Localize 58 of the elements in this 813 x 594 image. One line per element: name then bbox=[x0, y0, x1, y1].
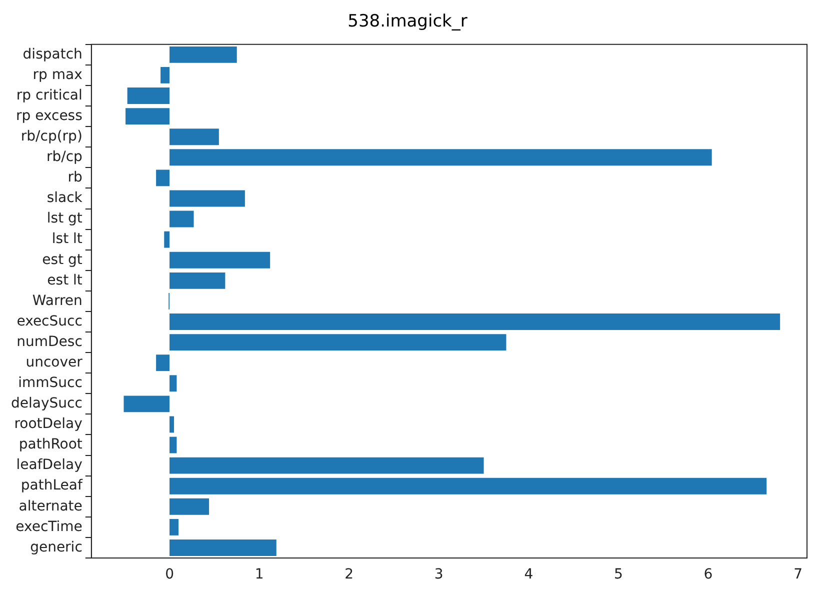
bar bbox=[170, 210, 194, 228]
x-tick-label: 7 bbox=[794, 566, 802, 583]
bar bbox=[156, 354, 170, 372]
y-tick-label: execTime bbox=[16, 518, 82, 535]
y-tick-label: rp max bbox=[32, 66, 82, 83]
bar bbox=[124, 396, 170, 412]
bar bbox=[170, 375, 177, 392]
x-tick-label: 6 bbox=[704, 566, 713, 583]
bar bbox=[126, 108, 170, 125]
bar bbox=[170, 540, 276, 556]
x-tick-label: 4 bbox=[524, 566, 534, 583]
x-tick-label: 3 bbox=[434, 566, 444, 583]
y-tick-label: rb/cp(rp) bbox=[20, 128, 82, 144]
bar bbox=[170, 436, 177, 454]
bar bbox=[170, 518, 178, 536]
y-tick-label: slack bbox=[46, 190, 84, 206]
bar bbox=[170, 149, 712, 166]
bar bbox=[170, 457, 484, 474]
bar bbox=[170, 128, 219, 146]
y-tick-label: pathLeaf bbox=[20, 478, 84, 494]
x-tick-label: 5 bbox=[614, 566, 623, 583]
x-tick-label: 2 bbox=[344, 566, 354, 583]
y-tick-label: dispatch bbox=[22, 46, 82, 62]
bar bbox=[170, 334, 506, 351]
y-tick-label: rp excess bbox=[16, 108, 82, 124]
x-tick-label: 1 bbox=[254, 566, 264, 583]
bar bbox=[127, 88, 170, 104]
bar bbox=[170, 416, 174, 433]
y-tick-label: numDesc bbox=[16, 334, 82, 350]
y-tick-label: alternate bbox=[18, 498, 82, 514]
bar bbox=[160, 67, 170, 84]
bar bbox=[170, 478, 767, 494]
bar bbox=[170, 314, 780, 330]
y-tick-label: execSucc bbox=[16, 313, 82, 330]
y-tick-label: pathRoot bbox=[18, 436, 83, 453]
y-tick-label: uncover bbox=[26, 354, 83, 370]
y-tick-label: lst gt bbox=[46, 210, 83, 227]
chart-title: 538.imagick_r bbox=[348, 12, 468, 32]
y-tick-label: rp critical bbox=[16, 87, 82, 104]
y-tick-label: rootDelay bbox=[14, 416, 82, 432]
bar bbox=[164, 231, 170, 248]
bar bbox=[170, 46, 237, 63]
y-tick-label: Warren bbox=[32, 292, 82, 309]
y-tick-label: immSucc bbox=[18, 375, 82, 392]
y-tick-label: est gt bbox=[42, 252, 83, 268]
bar bbox=[170, 190, 245, 207]
y-tick-label: lst lt bbox=[52, 231, 83, 248]
y-tick-label: delaySucc bbox=[10, 396, 82, 412]
x-tick-label: 0 bbox=[165, 566, 174, 583]
bar bbox=[156, 170, 170, 186]
bar bbox=[170, 252, 270, 268]
y-tick-label: est lt bbox=[47, 272, 83, 288]
bar bbox=[170, 272, 226, 289]
y-tick-label: leafDelay bbox=[16, 457, 82, 474]
y-tick-label: rb bbox=[68, 170, 83, 186]
bar bbox=[170, 498, 210, 515]
y-tick-label: generic bbox=[30, 539, 82, 556]
y-tick-label: rb/cp bbox=[46, 149, 83, 166]
